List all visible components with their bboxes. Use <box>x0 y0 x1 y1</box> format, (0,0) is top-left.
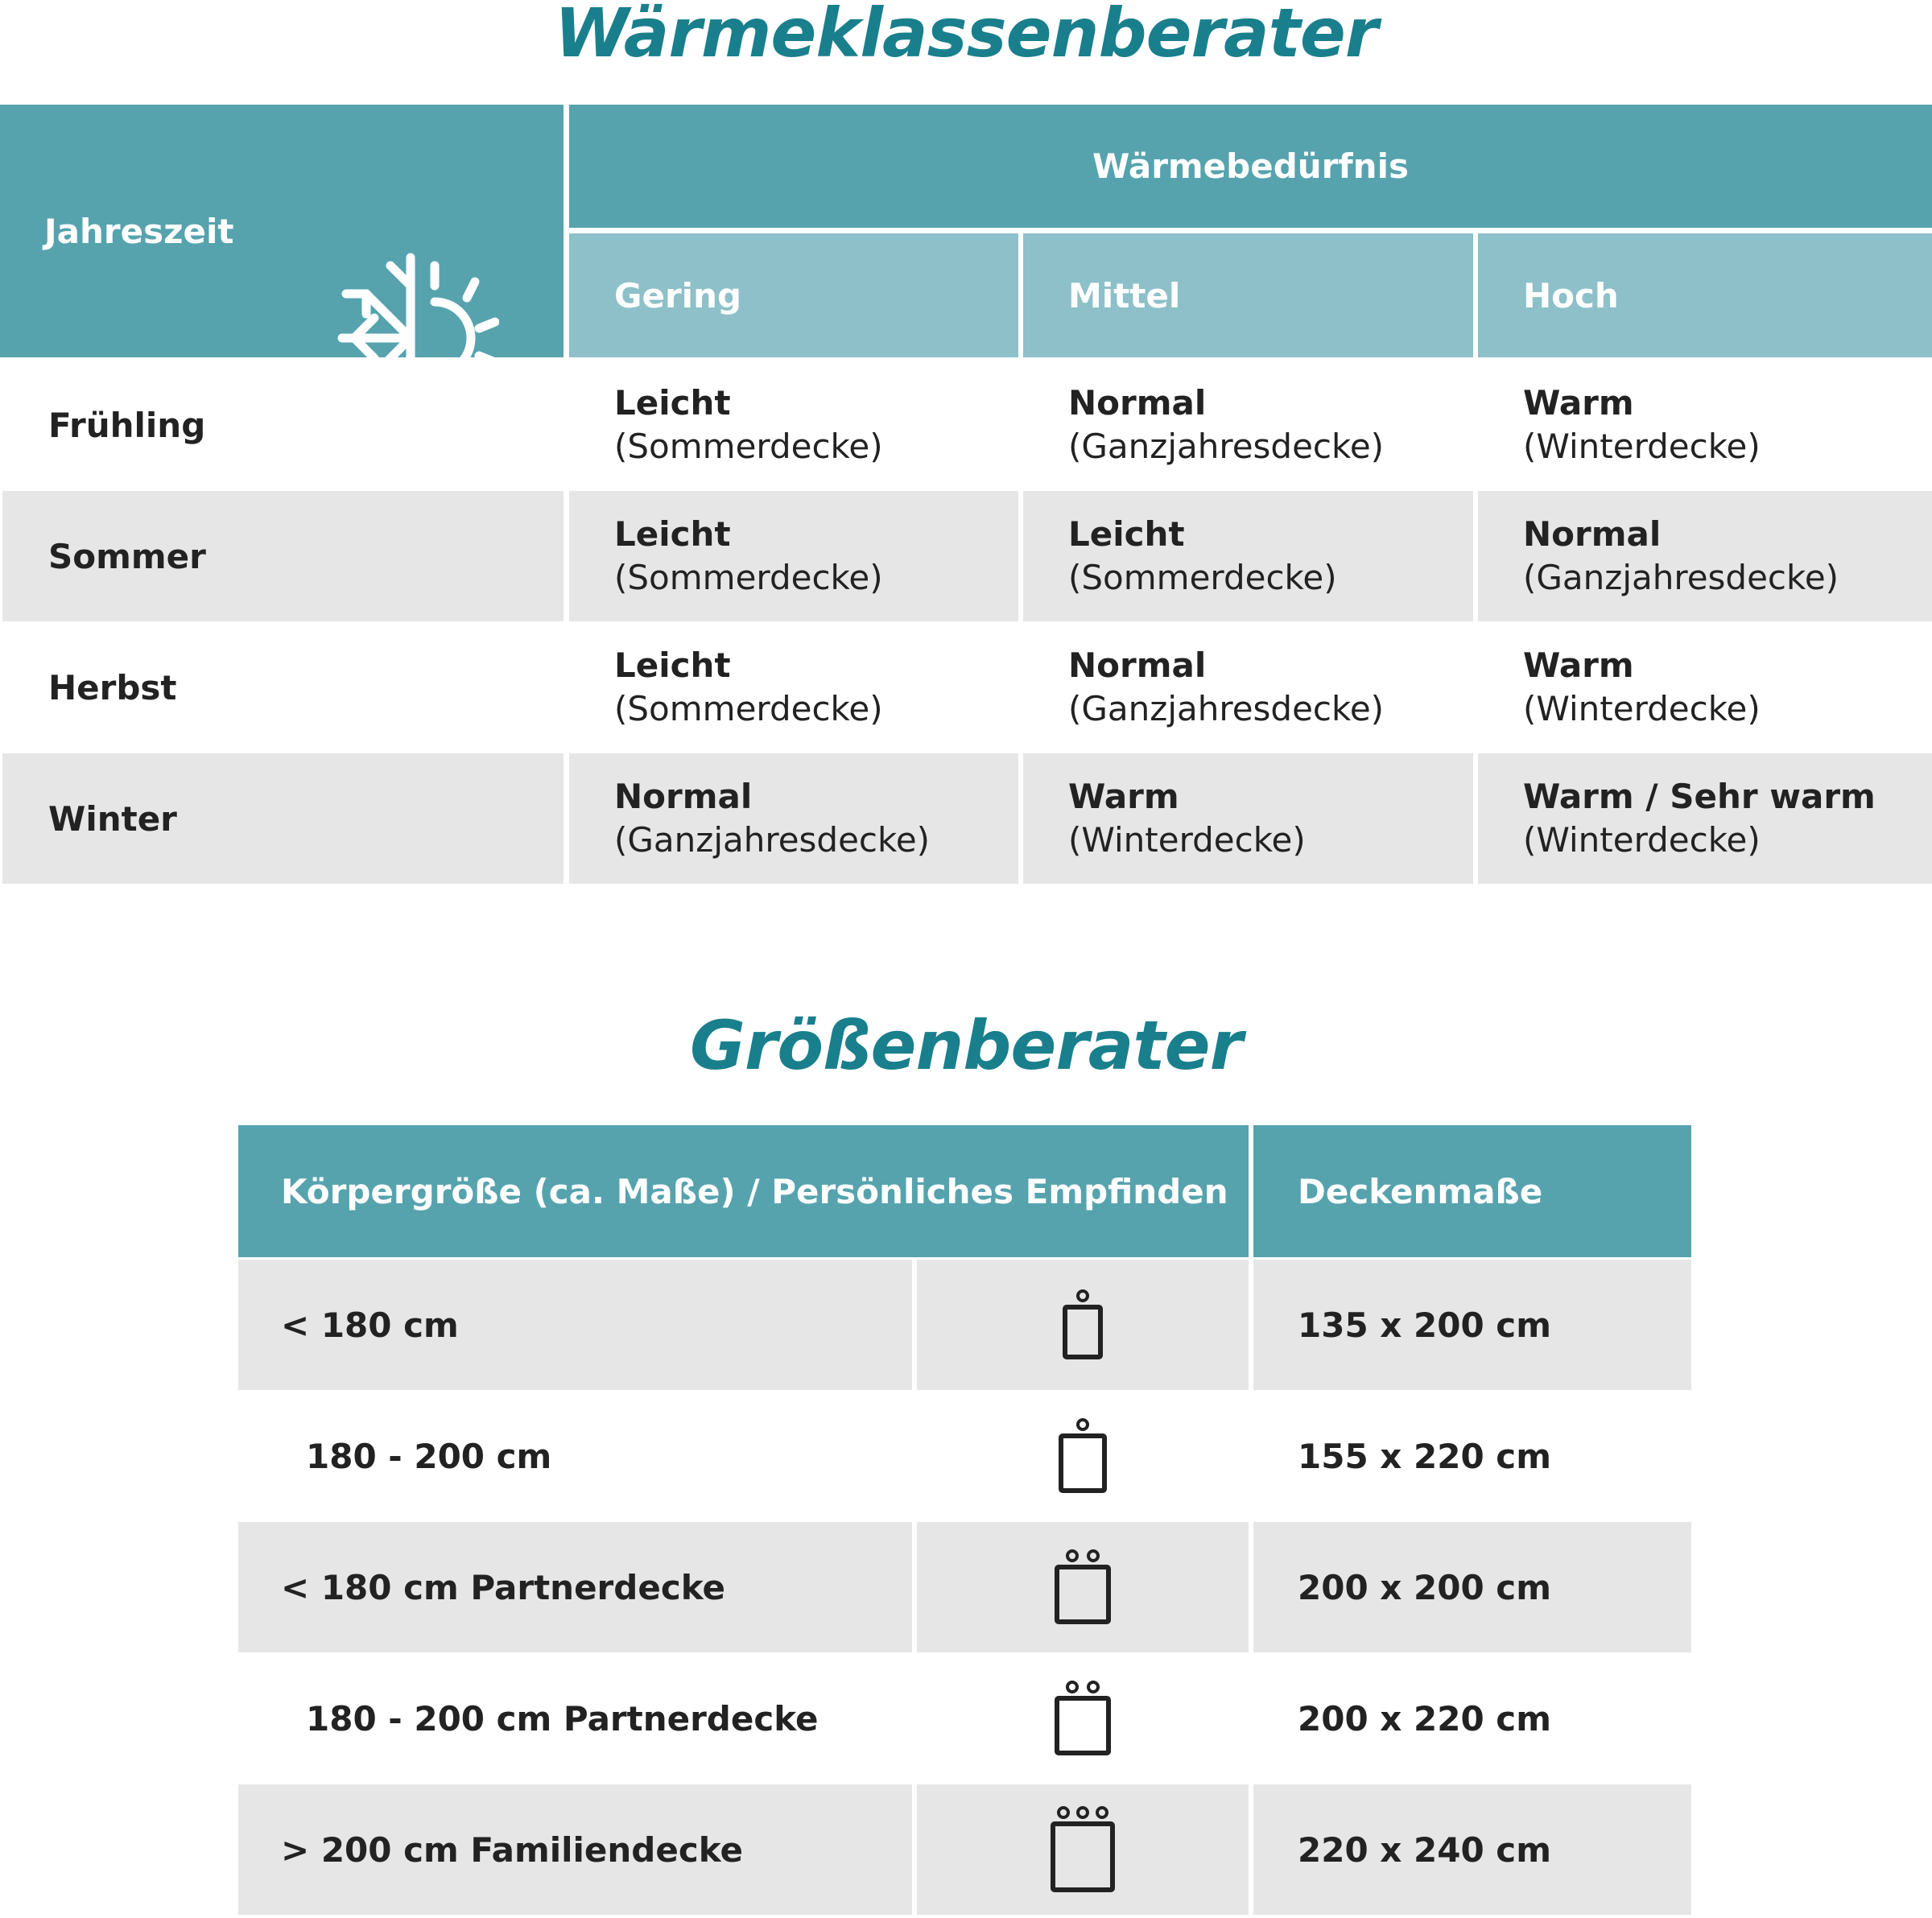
size-title: Größenberater <box>689 1006 1243 1085</box>
season-2: Herbst <box>48 667 177 707</box>
level-gering: Gering <box>569 233 1018 357</box>
dims-4: 220 x 240 cm <box>1253 1784 1691 1915</box>
partner-large-blanket-icon <box>1055 1681 1111 1755</box>
season-header: Jahreszeit <box>0 105 564 423</box>
persons-cell <box>917 1391 1249 1521</box>
need-header: Wärmebedürfnis <box>569 105 1932 228</box>
blanket-type: (Ganzjahresdecke) <box>1523 558 1839 597</box>
persons-cell <box>917 1653 1249 1784</box>
blanket-type: (Sommerdecke) <box>614 427 883 466</box>
warmth-cell: Normal (Ganzjahresdecke) <box>1023 360 1473 490</box>
snowflake-sun-icon <box>337 253 499 423</box>
warmth-class: Normal <box>1523 514 1662 554</box>
warmth-cell: Warm / Sehr warm (Winterdecke) <box>1478 753 1932 884</box>
persons-cell <box>917 1522 1249 1652</box>
dims-1: 155 x 220 cm <box>1298 1436 1551 1476</box>
body-size-4: > 200 cm Familiendecke <box>238 1784 912 1915</box>
persons-cell <box>917 1260 1249 1390</box>
warmth-title: Wärmeklassenberater <box>554 0 1378 72</box>
family-blanket-icon <box>1051 1806 1115 1892</box>
season-1: Sommer <box>2 491 564 621</box>
blanket-type: (Winterdecke) <box>1068 820 1306 860</box>
warmth-cell: Leicht (Sommerdecke) <box>569 622 1018 753</box>
warmth-class: Normal <box>1068 646 1207 685</box>
level-mittel: Mittel <box>1023 233 1473 357</box>
dims-header: Deckenmaße <box>1253 1125 1691 1257</box>
single-blanket-icon <box>1063 1289 1103 1359</box>
warmth-cell: Warm (Winterdecke) <box>1478 622 1932 753</box>
single-large-blanket-icon <box>1059 1418 1107 1493</box>
season-0: Frühling <box>48 405 206 445</box>
warmth-cell: Normal (Ganzjahresdecke) <box>1023 622 1473 753</box>
warmth-cell: Normal (Ganzjahresdecke) <box>1478 491 1932 621</box>
warmth-cell: Warm (Winterdecke) <box>1478 360 1932 490</box>
body-size-0: < 180 cm <box>238 1260 912 1390</box>
dims-2: 200 x 200 cm <box>1253 1522 1691 1652</box>
warmth-class: Leicht <box>614 646 731 685</box>
blanket-type: (Ganzjahresdecke) <box>1068 427 1385 466</box>
warmth-cell: Normal (Ganzjahresdecke) <box>569 753 1018 884</box>
blanket-type: (Winterdecke) <box>1523 427 1761 466</box>
warmth-class: Warm <box>1068 777 1179 816</box>
warmth-class: Normal <box>1068 383 1207 423</box>
blanket-type: (Sommerdecke) <box>614 689 883 728</box>
warmth-class: Normal <box>614 777 753 816</box>
warmth-cell: Leicht (Sommerdecke) <box>1023 491 1473 621</box>
body-size-2: < 180 cm Partnerdecke <box>238 1522 912 1652</box>
dims-0: 135 x 200 cm <box>1253 1260 1691 1390</box>
warmth-cell: Leicht (Sommerdecke) <box>569 360 1018 490</box>
blanket-type: (Ganzjahresdecke) <box>614 820 931 860</box>
warmth-class: Warm / Sehr warm <box>1523 777 1876 816</box>
warmth-cell: Leicht (Sommerdecke) <box>569 491 1018 621</box>
warmth-cell: Warm (Winterdecke) <box>1023 753 1473 884</box>
blanket-type: (Ganzjahresdecke) <box>1068 689 1385 728</box>
warmth-class: Leicht <box>1068 514 1185 554</box>
body-size-3: 180 - 200 cm Partnerdecke <box>306 1698 819 1739</box>
partner-blanket-icon <box>1055 1549 1111 1624</box>
warmth-class: Leicht <box>614 383 731 423</box>
blanket-type: (Sommerdecke) <box>1068 558 1337 597</box>
persons-cell <box>917 1784 1249 1915</box>
season-header-label: Jahreszeit <box>44 211 234 251</box>
season-3: Winter <box>2 753 564 884</box>
warmth-class: Warm <box>1523 383 1634 423</box>
dims-3: 200 x 220 cm <box>1298 1698 1551 1739</box>
blanket-type: (Sommerdecke) <box>614 558 883 597</box>
warmth-class: Leicht <box>614 514 731 554</box>
blanket-type: (Winterdecke) <box>1523 689 1761 728</box>
body-size-header: Körpergröße (ca. Maße) / Persönliches Em… <box>238 1125 1249 1257</box>
blanket-type: (Winterdecke) <box>1523 820 1761 860</box>
body-size-1: 180 - 200 cm <box>306 1436 552 1476</box>
warmth-class: Warm <box>1523 646 1634 685</box>
level-hoch: Hoch <box>1478 233 1932 357</box>
